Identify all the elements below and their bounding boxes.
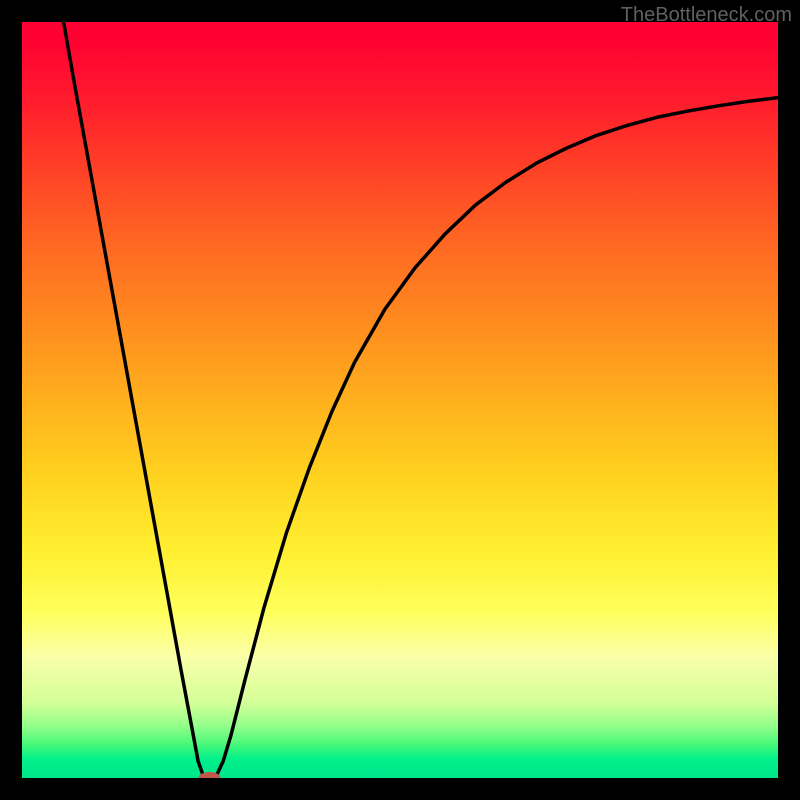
bottleneck-chart: TheBottleneck.com — [0, 0, 800, 800]
plot-background — [22, 22, 778, 778]
chart-svg — [0, 0, 800, 800]
